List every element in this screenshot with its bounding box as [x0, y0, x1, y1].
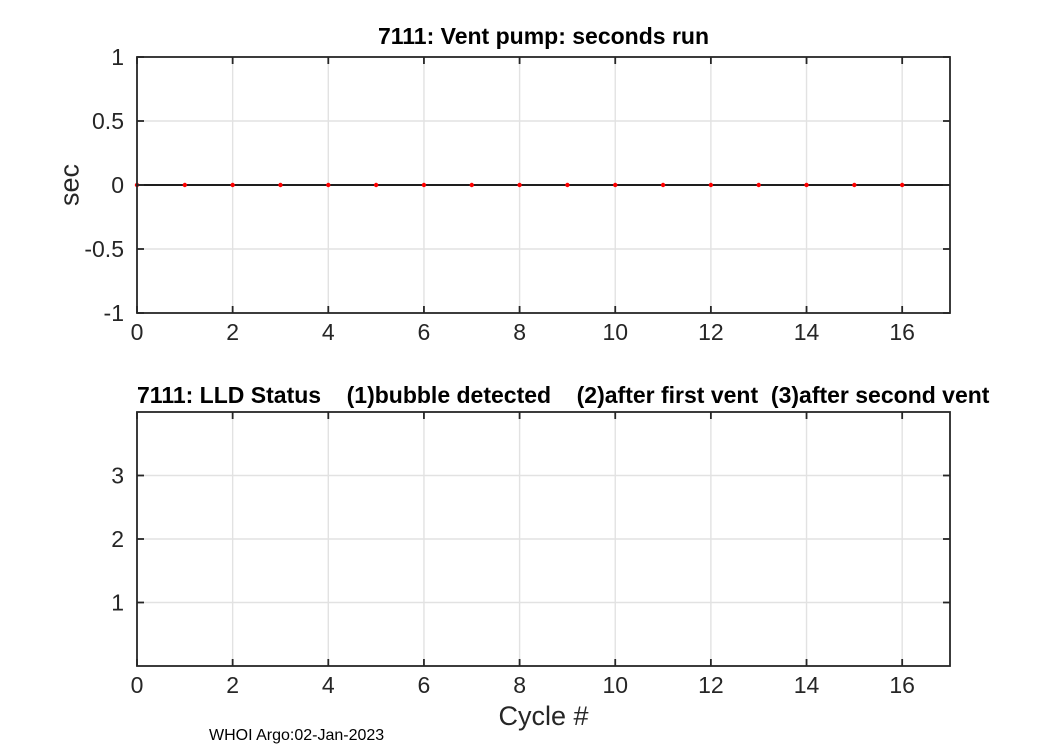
lld-status-plot-title: 7111: LLD Status (1)bubble detected (2)a…: [137, 382, 990, 408]
x-tick-label: 14: [794, 319, 820, 345]
data-point: [230, 182, 235, 188]
data-point: [660, 182, 666, 188]
data-point: [182, 182, 188, 188]
y-tick-label: 3: [111, 463, 124, 489]
x-tick-label: 0: [131, 319, 144, 345]
vent-pump-plot-area: 0 2 4 6 8 10 12 14 16 -1 -0.5 0 0.5 1: [84, 44, 951, 345]
data-point: [613, 182, 618, 188]
data-point: [708, 182, 714, 188]
y-tick-label: 0: [111, 172, 124, 198]
x-tick-label: 0: [131, 672, 144, 698]
data-point: [373, 182, 379, 188]
x-tick-label: 12: [698, 672, 724, 698]
data-point: [517, 182, 522, 188]
cycle-x-axis-label: Cycle #: [498, 701, 589, 731]
y-tick-label: 1: [111, 590, 124, 616]
x-tick-label: 2: [226, 672, 239, 698]
x-tick-label: 8: [513, 672, 526, 698]
data-point: [899, 182, 905, 188]
data-point: [804, 182, 809, 188]
data-point: [756, 182, 761, 188]
data-point: [852, 182, 857, 188]
footer-annotation: WHOI Argo:02-Jan-2023: [209, 727, 385, 744]
x-tick-label: 16: [889, 319, 915, 345]
data-point: [278, 182, 283, 188]
y-tick-label: -0.5: [84, 236, 124, 262]
vent-pump-y-axis-label: sec: [54, 163, 85, 207]
y-tick-label: 0.5: [92, 108, 124, 134]
x-tick-label: 2: [226, 319, 239, 345]
data-point: [565, 182, 570, 188]
x-tick-label: 14: [794, 672, 820, 698]
x-tick-label: 4: [322, 319, 335, 345]
x-tick-label: 4: [322, 672, 335, 698]
x-tick-label: 12: [698, 319, 724, 345]
y-tick-label: 2: [111, 526, 124, 552]
x-tick-label: 8: [513, 319, 526, 345]
vent-pump-plot-title: 7111: Vent pump: seconds run: [377, 23, 710, 49]
x-tick-label: 6: [418, 672, 431, 698]
y-tick-label: 1: [111, 44, 124, 70]
data-point: [469, 182, 474, 188]
x-tick-label: 16: [889, 672, 915, 698]
x-tick-label: 10: [602, 319, 628, 345]
x-tick-label: 10: [602, 672, 628, 698]
data-point: [421, 182, 427, 188]
data-point: [326, 182, 331, 188]
y-tick-label: -1: [104, 300, 124, 326]
x-tick-label: 6: [418, 319, 431, 345]
